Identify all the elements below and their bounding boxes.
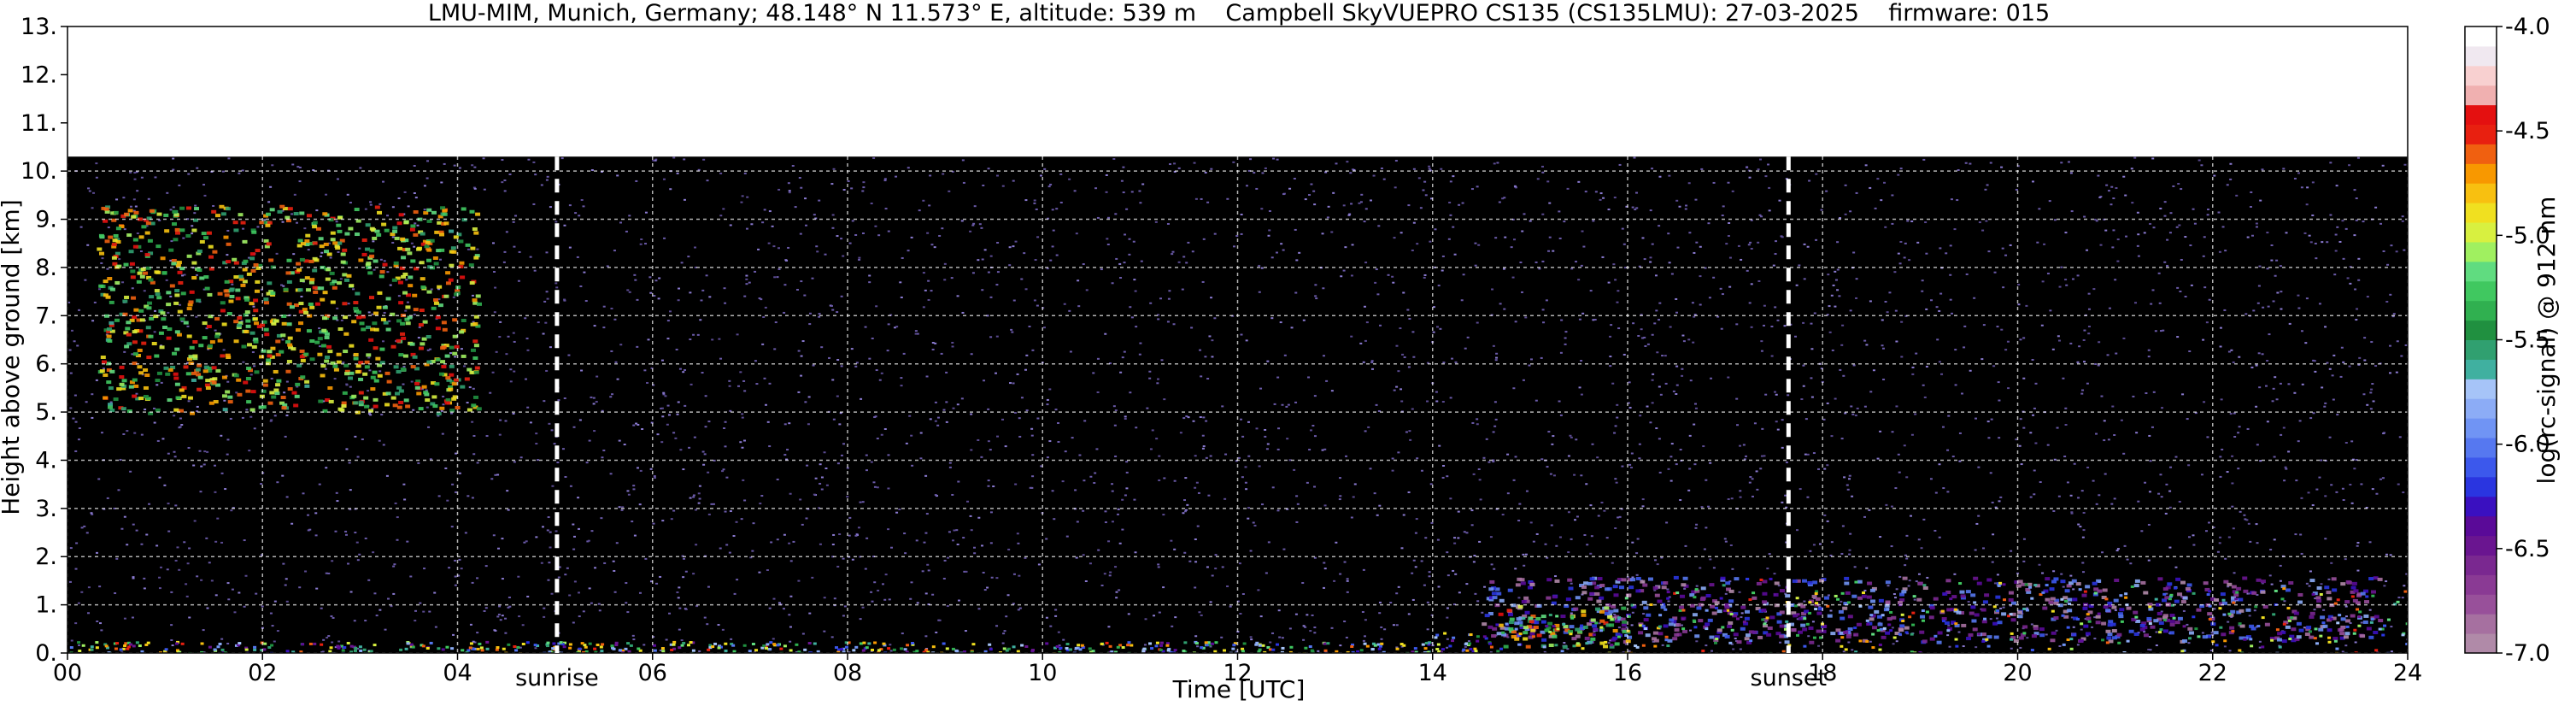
colorbar-tick-label: -5.5 (2505, 327, 2550, 354)
event-label: sunrise (515, 665, 599, 691)
colorbar-segment (2465, 496, 2497, 517)
x-tick-label: 14 (1418, 660, 1447, 686)
y-tick-label: 7. (35, 303, 57, 329)
colorbar-segment (2465, 359, 2497, 379)
colorbar-segment (2465, 320, 2497, 340)
x-tick-label: 16 (1613, 660, 1642, 686)
x-axis-ticks: 00 02 04 06 08 10 12 14 16 18 20 22 24 (53, 653, 2422, 686)
feature-near-surface-strong-return (1498, 604, 1631, 650)
colorbar-segment (2465, 594, 2497, 615)
surface-layer (69, 577, 2408, 653)
colorbar-label: log(rc-signal) @ 912 nm (2532, 197, 2561, 485)
grid-lines (67, 26, 2409, 654)
x-tick-label: 10 (1028, 660, 1057, 686)
colorbar-tick-label: -6.5 (2505, 536, 2550, 562)
x-tick-label: 02 (248, 660, 277, 686)
colorbar-segment (2465, 476, 2497, 497)
x-tick-label: 08 (833, 660, 862, 686)
colorbar-tick-label: -4.5 (2505, 118, 2550, 144)
feature-mid-level-cloud (97, 204, 483, 416)
x-tick-label: 12 (1223, 660, 1252, 686)
colorbar-segment (2465, 163, 2497, 184)
x-tick-label: 00 (53, 660, 82, 686)
event-label: sunset (1751, 665, 1828, 691)
colorbar-segment (2465, 379, 2497, 399)
colorbar-segment (2465, 339, 2497, 360)
colorbar-segment (2465, 280, 2497, 302)
y-tick-label: 6. (35, 351, 57, 378)
colorbar-tick-label: -5.0 (2505, 222, 2550, 249)
colorbar-segment (2465, 555, 2497, 575)
colorbar-segment (2465, 144, 2497, 164)
colorbar-segment (2465, 203, 2497, 223)
colorbar-segment (2465, 515, 2497, 537)
x-tick-label: 18 (1808, 660, 1837, 686)
y-tick-label: 5. (35, 399, 57, 426)
colorbar-segment (2465, 300, 2497, 321)
colorbar-segment (2465, 418, 2497, 438)
colorbar-segment (2465, 104, 2497, 126)
x-tick-label: 24 (2393, 660, 2422, 686)
y-tick-label: 10. (21, 158, 57, 185)
y-tick-label: 12. (21, 62, 57, 88)
noise-speckle (67, 156, 2408, 653)
event-markers: sunrise sunset (515, 156, 1827, 691)
colorbar-segment (2465, 65, 2497, 86)
x-tick-label: 06 (638, 660, 667, 686)
colorbar-segment (2465, 222, 2497, 243)
colorbar-segment (2465, 26, 2497, 47)
colorbar-segment (2465, 535, 2497, 556)
y-tick-label: 1. (35, 592, 57, 619)
colorbar-segment (2465, 124, 2497, 144)
colorbar-segment (2465, 261, 2497, 282)
colorbar-tick-label: -6.0 (2505, 432, 2550, 458)
chart-title: LMU-MIM, Munich, Germany; 48.148° N 11.5… (428, 0, 2050, 26)
colorbar-segment (2465, 85, 2497, 106)
y-tick-label: 3. (35, 496, 57, 522)
colorbar-segment (2465, 241, 2497, 262)
y-tick-label: 0. (35, 640, 57, 667)
colorbar-segment (2465, 183, 2497, 203)
x-axis-label: Time [UTC] (1172, 675, 1306, 703)
colorbar-tick-label: -4.0 (2505, 14, 2550, 40)
y-tick-label: 9. (35, 207, 57, 233)
colorbar-tick-label: -7.0 (2505, 640, 2550, 667)
x-tick-label: 04 (443, 660, 472, 686)
y-tick-label: 13. (21, 14, 57, 40)
colorbar: -7.0 -6.5 -6.0 -5.5 -5.0 -4.5 -4.0 (2464, 14, 2550, 667)
colorbar-segment (2465, 633, 2497, 654)
colorbar-segment (2465, 456, 2497, 478)
y-tick-label: 8. (35, 255, 57, 281)
colorbar-segment (2465, 438, 2497, 458)
y-axis-label: Height above ground [km] (0, 199, 25, 515)
plot-area (67, 26, 2409, 654)
x-tick-label: 22 (2198, 660, 2227, 686)
y-axis-ticks: 0. 1. 2. 3. 4. 5. 6. 7. 8. 9. 10. 11. 12. 13. (21, 14, 67, 667)
colorbar-segment (2465, 45, 2497, 67)
colorbar-segment (2465, 398, 2497, 419)
colorbar-segment (2465, 574, 2497, 595)
y-tick-label: 11. (21, 110, 57, 137)
colorbar-segment (2465, 614, 2497, 634)
x-tick-label: 20 (2003, 660, 2032, 686)
y-tick-label: 2. (35, 544, 57, 570)
y-tick-label: 4. (35, 447, 57, 474)
